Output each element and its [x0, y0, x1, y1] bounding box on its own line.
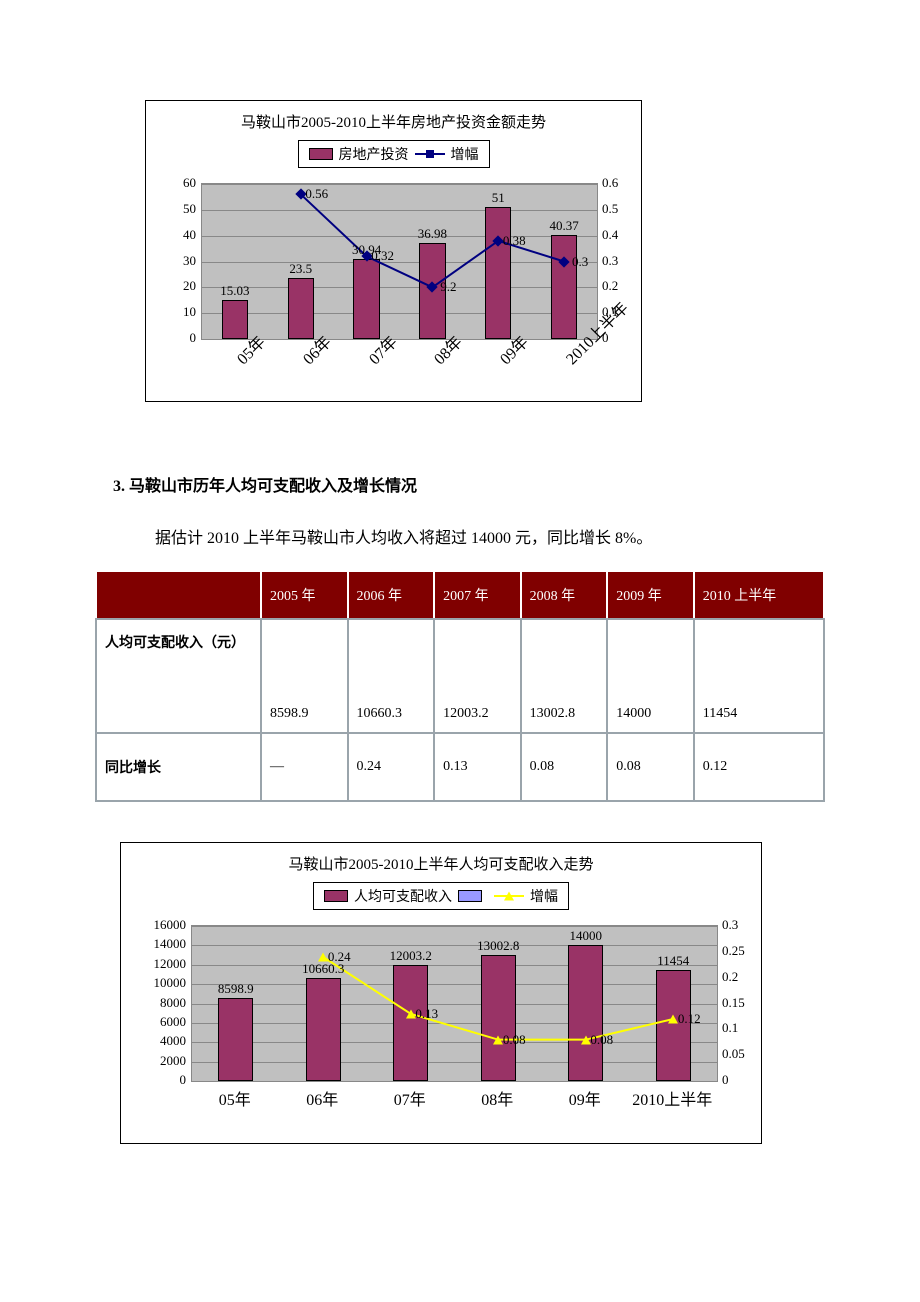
- bar-swatch: [309, 148, 333, 160]
- table-header: 2006 年: [348, 571, 435, 619]
- x-tick-label: 09年: [569, 1086, 601, 1110]
- line-value-label: 0.08: [503, 1032, 526, 1048]
- section-heading: 3. 马鞍山市历年人均可支配收入及增长情况: [113, 472, 825, 496]
- x-tick-label: 2010上半年: [632, 1086, 712, 1110]
- table-cell: 0.12: [694, 733, 824, 801]
- line-value-label: 0.3: [572, 254, 588, 270]
- legend-bar-label-2: 人均可支配收入: [354, 886, 452, 906]
- bar-value-label: 51: [492, 190, 505, 206]
- bar: [288, 278, 314, 339]
- legend-bar-label: 房地产投资: [339, 144, 409, 164]
- legend-line-label: 增幅: [451, 144, 479, 164]
- line-value-label: 0.08: [590, 1032, 613, 1048]
- bar-value-label: 12003.2: [390, 948, 432, 964]
- income-table: 2005 年2006 年2007 年2008 年2009 年2010 上半年 人…: [95, 570, 825, 802]
- x-tick-label: 05年: [219, 1086, 251, 1110]
- bar: [481, 955, 516, 1081]
- table-cell: 13002.8: [521, 619, 608, 733]
- table-cell: 0.13: [434, 733, 521, 801]
- chart1-legend: 房地产投资 增幅: [146, 140, 641, 168]
- table-cell: 14000: [607, 619, 694, 733]
- line-marker: [581, 1035, 591, 1044]
- table-header: 2008 年: [521, 571, 608, 619]
- bar-value-label: 23.5: [289, 261, 312, 277]
- table-header: 2010 上半年: [694, 571, 824, 619]
- bar: [353, 259, 379, 339]
- row-label: 同比增长: [96, 733, 261, 801]
- table-header: 2009 年: [607, 571, 694, 619]
- bar-value-label: 40.37: [549, 218, 578, 234]
- bar: [393, 965, 428, 1081]
- table-cell: —: [261, 733, 348, 801]
- table-cell: 11454: [694, 619, 824, 733]
- bar: [568, 945, 603, 1081]
- table-header: 2007 年: [434, 571, 521, 619]
- table-header: [96, 571, 261, 619]
- table-cell: 10660.3: [348, 619, 435, 733]
- x-tick-label: 08年: [481, 1086, 513, 1110]
- chart1-plot-area: 15.0323.530.9436.985140.370.560.329.20.3…: [201, 183, 598, 340]
- line-value-label: 0.56: [305, 186, 328, 202]
- table-cell: 0.24: [348, 733, 435, 801]
- bar-value-label: 36.98: [418, 226, 447, 242]
- chart2-legend: 人均可支配收入 增幅: [121, 882, 761, 910]
- x-tick-label: 07年: [394, 1086, 426, 1110]
- line-value-label: 0.38: [503, 233, 526, 249]
- table-cell: 12003.2: [434, 619, 521, 733]
- investment-chart: 马鞍山市2005-2010上半年房地产投资金额走势 房地产投资 增幅 15.03…: [145, 100, 642, 402]
- bar-swatch-2: [324, 890, 348, 902]
- bar: [551, 235, 577, 339]
- bar-value-label: 8598.9: [218, 981, 254, 997]
- table-header: 2005 年: [261, 571, 348, 619]
- row-label: 人均可支配收入（元）: [96, 619, 261, 733]
- line-marker: [318, 953, 328, 962]
- line-swatch: [415, 153, 445, 155]
- table-cell: 8598.9: [261, 619, 348, 733]
- bar: [222, 300, 248, 339]
- bar-value-label: 13002.8: [477, 938, 519, 954]
- intro-text: 据估计 2010 上半年马鞍山市人均收入将超过 14000 元，同比增长 8%。: [155, 524, 825, 548]
- line-value-label: 0.13: [415, 1006, 438, 1022]
- line-value-label: 9.2: [440, 279, 456, 295]
- line-swatch-2: [494, 895, 524, 897]
- line-marker: [668, 1015, 678, 1024]
- legend-line-label-2: 增幅: [530, 886, 558, 906]
- bar-value-label: 15.03: [220, 283, 249, 299]
- line-value-label: 0.32: [371, 248, 394, 264]
- chart2-title: 马鞍山市2005-2010上半年人均可支配收入走势: [121, 843, 761, 874]
- bar: [218, 998, 253, 1081]
- bar-value-label: 11454: [657, 953, 689, 969]
- chart2-plot-area: 8598.910660.312003.213002.814000114540.2…: [191, 925, 718, 1082]
- line-value-label: 0.12: [678, 1011, 701, 1027]
- bar-value-label: 14000: [570, 928, 603, 944]
- bar: [306, 978, 341, 1081]
- chart1-title: 马鞍山市2005-2010上半年房地产投资金额走势: [146, 101, 641, 132]
- line-value-label: 0.24: [328, 949, 351, 965]
- table-cell: 0.08: [607, 733, 694, 801]
- income-chart: 马鞍山市2005-2010上半年人均可支配收入走势 人均可支配收入 增幅 859…: [120, 842, 762, 1144]
- line-marker: [406, 1009, 416, 1018]
- bar: [485, 207, 511, 339]
- x-tick-label: 06年: [306, 1086, 338, 1110]
- extra-swatch: [458, 890, 482, 902]
- table-cell: 0.08: [521, 733, 608, 801]
- line-marker: [493, 1035, 503, 1044]
